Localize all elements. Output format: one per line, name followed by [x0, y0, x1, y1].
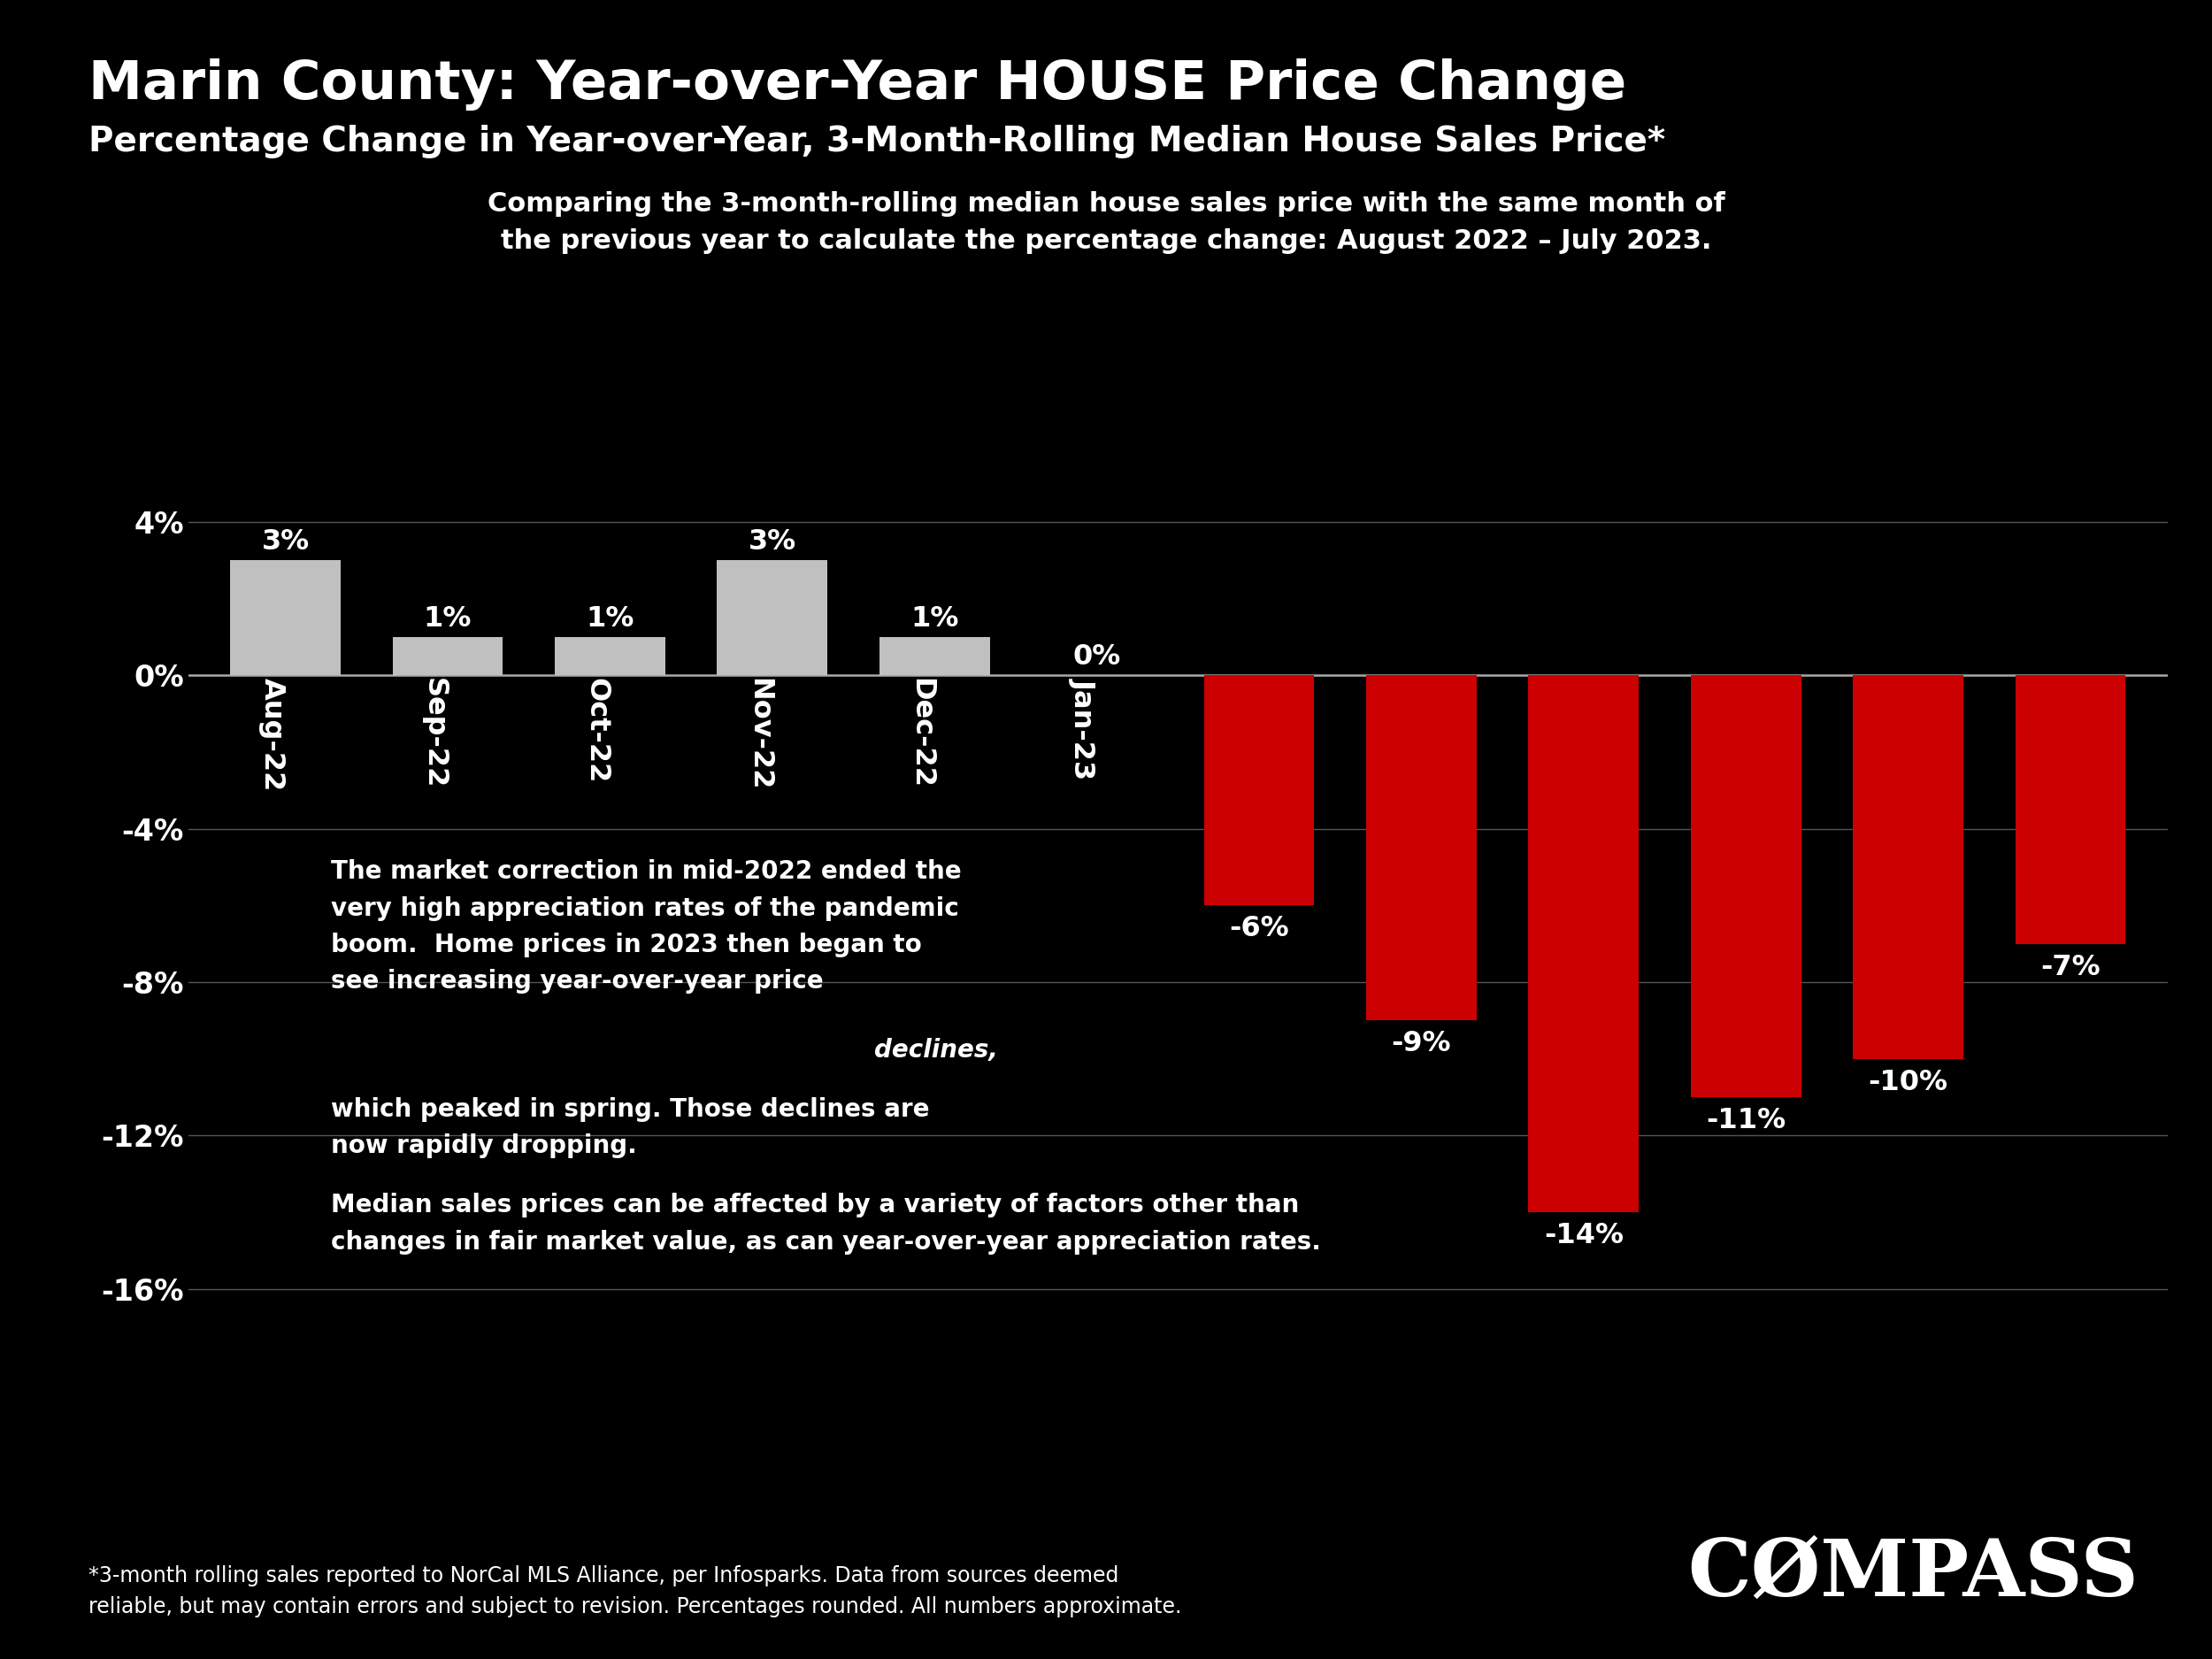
Text: Feb-23: Feb-23 [1232, 677, 1259, 786]
Text: -10%: -10% [1869, 1068, 1949, 1097]
Bar [230, 561, 341, 675]
Text: CØMPASS: CØMPASS [1688, 1536, 2139, 1613]
Text: which peaked in spring. Those declines are
now rapidly dropping.: which peaked in spring. Those declines a… [332, 1097, 929, 1158]
Text: -9%: -9% [1391, 1030, 1451, 1057]
Text: -11%: -11% [1705, 1107, 1785, 1135]
Text: Dec-22: Dec-22 [907, 677, 933, 788]
Bar [1203, 675, 1314, 906]
Bar [1528, 675, 1639, 1213]
Bar [880, 637, 989, 675]
Text: -7%: -7% [2039, 954, 2101, 980]
Bar [1690, 675, 1801, 1097]
Text: -14%: -14% [1544, 1221, 1624, 1249]
Text: 1%: 1% [586, 606, 635, 632]
Text: Jan-23: Jan-23 [1068, 677, 1097, 778]
Text: declines,: declines, [874, 1039, 998, 1062]
Text: Jun-23: Jun-23 [1880, 677, 1909, 780]
Text: Aug-22: Aug-22 [259, 677, 285, 791]
Text: -6%: -6% [1230, 916, 1290, 942]
Bar [2015, 675, 2126, 944]
Text: 1%: 1% [425, 606, 471, 632]
Text: see increasing year-over-year price  : see increasing year-over-year price   [332, 859, 847, 1030]
Text: Apr-23: Apr-23 [1557, 677, 1584, 785]
Text: Percentage Change in Year-over-Year, 3-Month-Rolling Median House Sales Price*: Percentage Change in Year-over-Year, 3-M… [88, 124, 1666, 158]
Text: 3%: 3% [261, 528, 310, 556]
Text: Nov-22: Nov-22 [745, 677, 772, 790]
Text: *3-month rolling sales reported to NorCal MLS Alliance, per Infosparks. Data fro: *3-month rolling sales reported to NorCa… [88, 1564, 1181, 1618]
Bar [717, 561, 827, 675]
Text: Oct-22: Oct-22 [582, 677, 611, 783]
Bar [392, 637, 502, 675]
Text: Median sales prices can be affected by a variety of factors other than
changes i: Median sales prices can be affected by a… [332, 1193, 1321, 1254]
Text: Jul-23: Jul-23 [2044, 677, 2070, 770]
Text: The market correction in mid-2022 ended the
very high appreciation rates of the : The market correction in mid-2022 ended … [332, 859, 962, 994]
Text: Comparing the 3-month-rolling median house sales price with the same month of
th: Comparing the 3-month-rolling median hou… [487, 191, 1725, 254]
Text: Sep-22: Sep-22 [420, 677, 447, 788]
Text: 3%: 3% [748, 528, 796, 556]
Bar [1854, 675, 1964, 1058]
Text: Mar-23: Mar-23 [1394, 677, 1422, 790]
Text: 1%: 1% [911, 606, 958, 632]
Bar [555, 637, 666, 675]
Bar [1367, 675, 1475, 1020]
Text: May-23: May-23 [1719, 677, 1745, 793]
Text: 0%: 0% [1073, 644, 1121, 670]
Text: Marin County: Year-over-Year HOUSE Price Change: Marin County: Year-over-Year HOUSE Price… [88, 58, 1626, 109]
